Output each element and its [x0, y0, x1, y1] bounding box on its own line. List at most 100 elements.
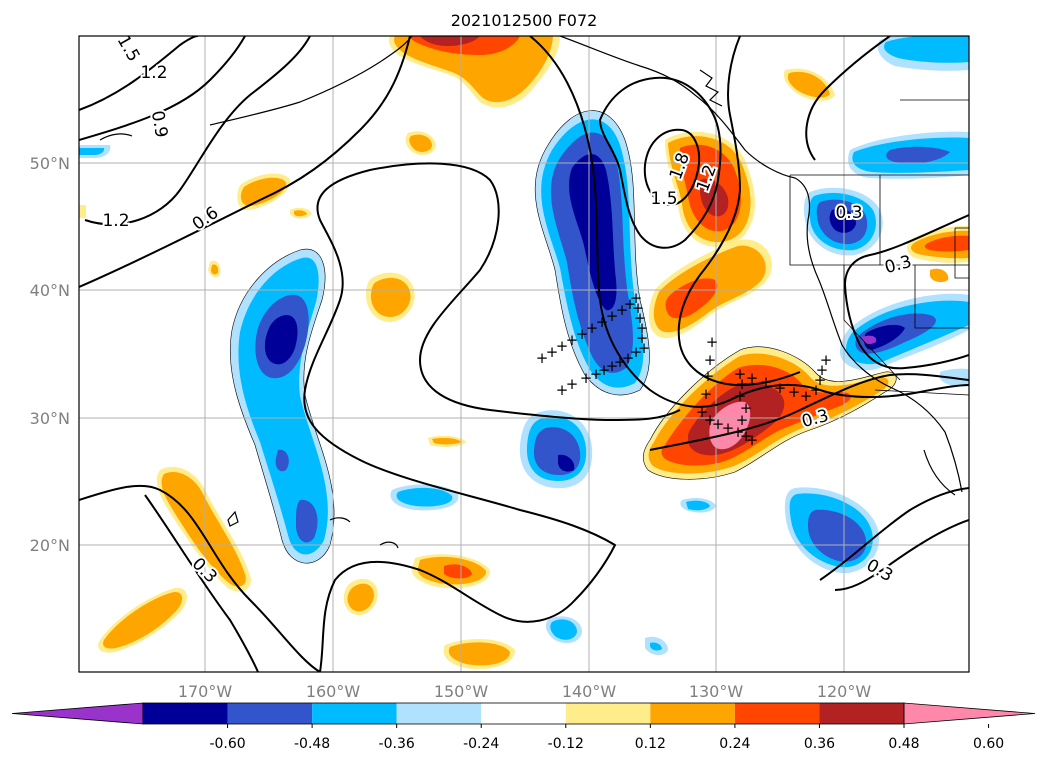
- plus-marker: +: [706, 333, 719, 351]
- colorbar-bin: [396, 703, 482, 724]
- colorbar-tick-label: 0.12: [635, 736, 666, 752]
- plus-marker: +: [632, 299, 645, 317]
- plus-marker: +: [566, 375, 579, 393]
- colorbar-tick-label: 0.60: [973, 736, 1004, 752]
- plus-marker: +: [634, 309, 647, 327]
- plus-marker: +: [816, 361, 829, 379]
- plus-marker: +: [820, 351, 833, 369]
- lat-label-50n: 50°N: [30, 154, 70, 173]
- latitude-labels: 50°N 40°N 30°N 20°N: [30, 154, 70, 555]
- plus-marker: +: [740, 427, 753, 445]
- plus-marker: +: [734, 387, 747, 405]
- colorbar-bin: [481, 703, 566, 724]
- plus-marker: +: [556, 381, 569, 399]
- plus-marker: +: [800, 387, 813, 405]
- colorbar-extend-low: [11, 702, 144, 725]
- anomaly-negative-small-pieces: [79, 36, 969, 656]
- colorbar-bin: [143, 703, 228, 724]
- plus-marker: +: [556, 337, 569, 355]
- plus-marker: +: [586, 319, 599, 337]
- plus-marker: +: [702, 367, 715, 385]
- lon-label-120w: 120°W: [817, 682, 872, 701]
- plus-marker: +: [576, 325, 589, 343]
- colorbar-bin: [312, 703, 397, 724]
- longitude-labels: 170°W 160°W 150°W 140°W 130°W 120°W: [178, 682, 872, 701]
- plus-marker: +: [546, 343, 559, 361]
- plus-marker: +: [630, 343, 643, 361]
- anomaly-negative-blob-143w: [519, 410, 593, 489]
- colorbar-bin: [734, 703, 820, 724]
- colorbar-tick-label: 0.36: [804, 736, 835, 752]
- colorbar-tick-label: -0.60: [209, 736, 245, 752]
- colorbar-extend-high: [903, 702, 1036, 725]
- lat-label-40n: 40°N: [30, 281, 70, 300]
- colorbar-frame: [142, 702, 905, 725]
- contour-label: 0.9: [147, 109, 171, 139]
- plus-marker: +: [590, 365, 603, 383]
- colorbar-tick-label: 0.24: [719, 736, 750, 752]
- anomaly-negative-blob-120w: [784, 487, 879, 574]
- lat-label-30n: 30°N: [30, 409, 70, 428]
- anomaly-negative-canada: [848, 131, 969, 179]
- anomaly-negative-band-165w: [230, 249, 335, 564]
- plus-marker: +: [700, 385, 713, 403]
- filled-anomaly-fields: [79, 36, 969, 670]
- plus-marker: +: [774, 379, 787, 397]
- colorbar-bin: [565, 703, 651, 724]
- map-panel: ++++++++++++++++++++++++++++++++++++++++…: [78, 35, 970, 673]
- lon-label-150w: 150°W: [434, 682, 489, 701]
- plus-marker: +: [636, 319, 649, 337]
- contour-label: 1.5: [650, 189, 677, 209]
- colorbar-ticks: -0.60 -0.48 -0.36 -0.24 -0.12 0.12 0.24 0.36 0.4…: [209, 724, 1004, 752]
- anomaly-positive-small-pieces: [79, 68, 835, 670]
- plus-marker: +: [614, 353, 627, 371]
- anomaly-positive-top-150w: [388, 36, 560, 108]
- plus-marker: +: [636, 329, 649, 347]
- plus-marker: +: [746, 369, 759, 387]
- plus-marker: +: [630, 289, 643, 307]
- plus-marker: +: [696, 403, 709, 421]
- lon-label-160w: 160°W: [306, 682, 361, 701]
- contour-label: 1.2: [140, 63, 167, 83]
- plus-marker: +: [814, 371, 827, 389]
- plus-marker: +: [734, 365, 747, 383]
- plus-marker: +: [624, 295, 637, 313]
- anomaly-negative-california: [839, 293, 969, 371]
- map-title: 2021012500 F072: [451, 11, 598, 30]
- plus-marker: +: [616, 301, 629, 319]
- plus-marker: +: [740, 399, 753, 417]
- colorbar-bin: [819, 703, 904, 724]
- plus-marker: +: [596, 313, 609, 331]
- plus-marker: +: [760, 373, 773, 391]
- lon-label-170w: 170°W: [178, 682, 233, 701]
- lon-label-130w: 130°W: [689, 682, 744, 701]
- anomaly-edges: [229, 110, 897, 564]
- plus-marker: +: [704, 411, 717, 429]
- plus-marker: +: [746, 431, 759, 449]
- contour-lines: [79, 36, 969, 672]
- plus-marker: +: [580, 369, 593, 387]
- plus-marker: +: [736, 411, 749, 429]
- anomaly-negative-trough-140w: [535, 110, 650, 395]
- plus-marker: +: [736, 375, 749, 393]
- colorbar-bin: [227, 703, 313, 724]
- lon-label-140w: 140°W: [562, 682, 617, 701]
- plus-marker: +: [732, 423, 745, 441]
- colorbar: -0.60 -0.48 -0.36 -0.24 -0.12 0.12 0.24 0.36 0.4…: [11, 702, 1036, 752]
- colorbar-tick-label: -0.12: [548, 736, 584, 752]
- anomaly-positive-155w: [365, 272, 415, 322]
- anomaly-positive-band-170w: [98, 466, 251, 653]
- anomaly-negative-oregon: [803, 187, 883, 256]
- plus-marker: +: [712, 415, 725, 433]
- colorbar-segments: [11, 702, 1036, 725]
- political-borders: [789, 99, 969, 396]
- plus-marker: +: [810, 381, 823, 399]
- plus-marker: +: [622, 349, 635, 367]
- colorbar-tick-label: -0.36: [379, 736, 415, 752]
- plus-marker: +: [722, 419, 735, 437]
- plus-marker: +: [788, 383, 801, 401]
- plus-marker: +: [566, 331, 579, 349]
- plus-marker: +: [606, 357, 619, 375]
- plus-marker: +: [536, 349, 549, 367]
